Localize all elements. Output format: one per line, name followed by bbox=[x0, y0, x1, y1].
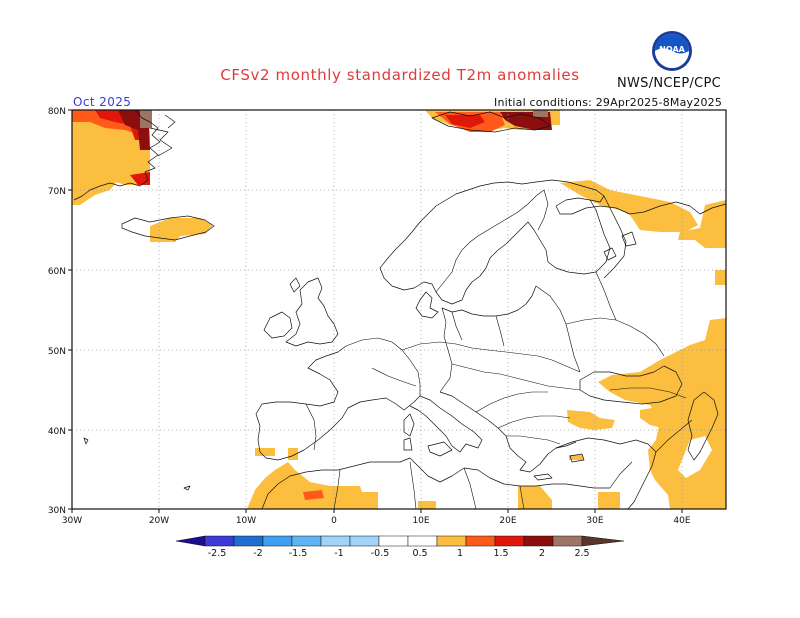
anomaly-cyprus-spot bbox=[569, 455, 583, 460]
anomaly-patches bbox=[72, 110, 726, 509]
colorbar-segment bbox=[175, 535, 206, 547]
colorbar-segment bbox=[378, 535, 409, 547]
colorbar-label: -2.5 bbox=[208, 548, 227, 559]
colorbar-segment bbox=[320, 535, 351, 547]
anomaly-svalbard-brown bbox=[533, 110, 548, 117]
anomaly-russia-east bbox=[678, 200, 726, 248]
colorbar bbox=[175, 535, 625, 547]
lon-label: 10W bbox=[236, 516, 256, 526]
colorbar-label: 0.5 bbox=[412, 548, 427, 559]
anomaly-greenland-tip bbox=[130, 172, 150, 185]
colorbar-segment bbox=[581, 535, 625, 547]
country-borders bbox=[305, 189, 693, 509]
colorbar-segment bbox=[436, 535, 467, 547]
colorbar-label: -1.5 bbox=[289, 548, 308, 559]
map-area bbox=[72, 110, 726, 509]
colorbar-segment bbox=[523, 535, 554, 547]
anomaly-north-africa bbox=[247, 462, 378, 509]
lon-label: 20E bbox=[499, 516, 516, 526]
map-frame bbox=[71, 109, 727, 510]
agency-label: NWS/NCEP/CPC bbox=[617, 76, 722, 91]
lon-label: 10E bbox=[412, 516, 429, 526]
logo-text: NOAA bbox=[659, 45, 685, 54]
anomaly-greenland-brown bbox=[140, 110, 152, 128]
anomaly-turkey-west bbox=[567, 410, 615, 430]
graticule bbox=[72, 110, 726, 509]
lon-label: 20W bbox=[149, 516, 169, 526]
lat-label: 70N bbox=[48, 187, 66, 197]
anomaly-russia-north bbox=[560, 180, 698, 232]
anomaly-egypt-spot bbox=[518, 486, 552, 509]
lat-label: 80N bbox=[48, 107, 66, 117]
colorbar-segment bbox=[291, 535, 322, 547]
colorbar-segment bbox=[349, 535, 380, 547]
initial-conditions: Initial conditions: 29Apr2025-8May2025 bbox=[494, 96, 723, 109]
anomaly-mideast-inner bbox=[678, 436, 712, 478]
colorbar-segment bbox=[552, 535, 583, 547]
colorbar-segment bbox=[494, 535, 525, 547]
chart-title: CFSv2 monthly standardized T2m anomalies bbox=[220, 66, 580, 84]
lat-label: 40N bbox=[48, 427, 66, 437]
anomaly-libya-spot bbox=[418, 501, 436, 509]
anomaly-iceland bbox=[150, 218, 213, 242]
colorbar-label: -0.5 bbox=[371, 548, 390, 559]
lat-label: 30N bbox=[48, 506, 66, 516]
lon-label: 40E bbox=[673, 516, 690, 526]
colorbar-segment bbox=[262, 535, 293, 547]
tick-marks bbox=[68, 109, 683, 513]
anomaly-morocco-hot bbox=[303, 490, 324, 500]
colorbar-label: 2.5 bbox=[574, 548, 589, 559]
anomaly-russia-spot bbox=[715, 270, 726, 285]
anomaly-africa-spot2 bbox=[288, 448, 298, 460]
lon-label: 0 bbox=[331, 516, 337, 526]
forecast-month: Oct 2025 bbox=[73, 95, 132, 109]
colorbar-label: -2 bbox=[253, 548, 262, 559]
anomaly-africa-spot1 bbox=[255, 448, 275, 456]
anomaly-svalbard-hot bbox=[445, 115, 485, 128]
lat-label: 50N bbox=[48, 347, 66, 357]
colorbar-label: 1 bbox=[457, 548, 463, 559]
lon-label: 30W bbox=[62, 516, 82, 526]
colorbar-labels: -2.5 -2 -1.5 -1 -0.5 0.5 1 1.5 2 2.5 bbox=[208, 548, 590, 559]
colorbar-segment bbox=[465, 535, 496, 547]
colorbar-label: -1 bbox=[334, 548, 343, 559]
colorbar-segment bbox=[233, 535, 264, 547]
colorbar-label: 2 bbox=[539, 548, 545, 559]
anomaly-arabia-spot bbox=[598, 492, 620, 509]
colorbar-segment bbox=[407, 535, 438, 547]
anomaly-turkey-north bbox=[640, 405, 700, 430]
coastlines bbox=[73, 110, 726, 509]
noaa-logo: NOAA bbox=[652, 31, 692, 71]
colorbar-segment bbox=[204, 535, 235, 547]
lon-label: 30E bbox=[586, 516, 603, 526]
lat-label: 60N bbox=[48, 267, 66, 277]
colorbar-label: 1.5 bbox=[493, 548, 508, 559]
